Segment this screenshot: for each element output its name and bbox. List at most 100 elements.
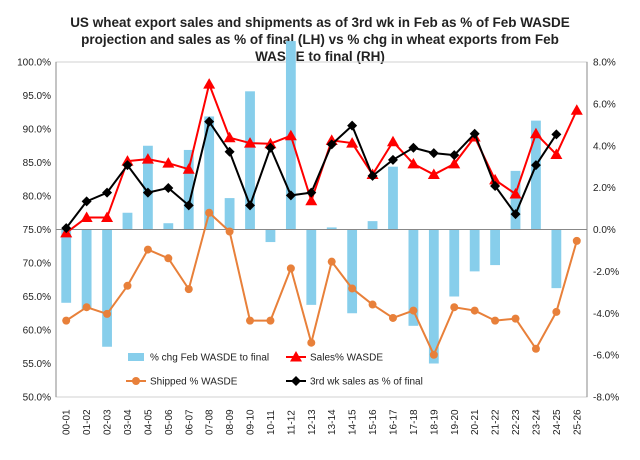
data-point	[511, 314, 520, 323]
bar	[347, 229, 358, 314]
bar	[61, 229, 72, 303]
left-tick-label: 70.0%	[23, 259, 51, 270]
data-point	[429, 350, 438, 359]
data-point	[552, 307, 561, 316]
data-point	[223, 131, 236, 143]
data-point	[489, 173, 502, 185]
bar	[449, 229, 460, 297]
data-point	[285, 190, 296, 201]
data-point	[163, 182, 174, 193]
right-tick-label: 0.0%	[593, 225, 616, 236]
legend-marker	[132, 377, 140, 385]
data-point	[551, 129, 562, 140]
series-line	[65, 120, 558, 229]
x-tick-label: 11-12	[286, 410, 297, 435]
data-point	[183, 200, 194, 211]
x-tick-label: 12-13	[307, 409, 318, 435]
data-point	[164, 254, 173, 263]
data-point	[509, 187, 522, 199]
data-point	[225, 227, 234, 236]
data-point	[102, 187, 113, 198]
data-point	[265, 142, 276, 153]
series-line	[65, 83, 578, 234]
data-point	[184, 285, 193, 294]
bar	[204, 116, 215, 230]
bar	[510, 170, 521, 230]
data-point	[367, 170, 378, 181]
x-tick-label: 04-05	[143, 409, 154, 435]
data-point	[81, 196, 92, 207]
x-tick-label: 14-15	[348, 409, 359, 435]
data-point	[407, 157, 420, 169]
x-tick-label: 10-11	[266, 410, 277, 435]
x-tick-label: 06-07	[184, 409, 195, 435]
data-point	[62, 316, 71, 325]
x-tick-label: 16-17	[388, 409, 399, 435]
x-tick-label: 25-26	[572, 409, 583, 435]
data-point	[550, 148, 563, 159]
data-point	[123, 281, 132, 290]
data-point	[530, 160, 541, 171]
data-point	[449, 150, 460, 161]
bar	[490, 229, 500, 266]
legend-marker	[291, 376, 301, 386]
data-point	[346, 137, 359, 148]
x-tick-label: 23-24	[531, 409, 542, 435]
data-point	[284, 129, 297, 141]
data-point	[408, 142, 419, 153]
data-point	[427, 168, 440, 180]
legend-label: Shipped % WASDE	[150, 377, 238, 388]
bar	[224, 198, 235, 230]
data-point	[142, 187, 153, 198]
data-point	[570, 104, 583, 115]
left-tick-label: 75.0%	[23, 225, 51, 236]
left-tick-label: 60.0%	[23, 326, 51, 337]
x-tick-label: 07-08	[205, 409, 216, 435]
x-tick-label: 19-20	[450, 409, 461, 435]
right-tick-label: -6.0%	[593, 351, 619, 362]
data-point	[103, 309, 112, 318]
data-point	[348, 284, 357, 293]
data-point	[307, 338, 316, 347]
data-point	[61, 223, 72, 234]
data-point	[387, 154, 398, 165]
data-point	[531, 344, 540, 353]
x-tick-label: 08-09	[225, 409, 236, 435]
bar	[326, 227, 337, 230]
data-point	[143, 245, 152, 254]
legend-label: % chg Feb WASDE to final	[150, 353, 269, 364]
x-tick-label: 09-10	[246, 409, 257, 435]
data-point	[327, 257, 336, 266]
data-point	[245, 200, 256, 211]
x-tick-label: 21-22	[491, 409, 502, 435]
data-point	[101, 211, 114, 222]
data-point	[491, 316, 500, 325]
left-tick-label: 95.0%	[23, 91, 51, 102]
x-tick-label: 18-19	[429, 409, 440, 435]
data-point	[305, 194, 318, 206]
bar	[367, 221, 378, 230]
data-point	[347, 120, 358, 131]
data-point	[409, 306, 418, 315]
data-point	[205, 208, 214, 217]
legend-marker	[290, 351, 302, 362]
data-point	[141, 153, 154, 164]
data-point	[572, 236, 581, 245]
data-point	[368, 300, 377, 309]
bar	[428, 229, 439, 364]
left-tick-label: 90.0%	[23, 125, 51, 136]
data-point	[326, 139, 337, 150]
x-tick-label: 03-04	[123, 409, 134, 435]
left-tick-label: 55.0%	[23, 359, 51, 370]
x-tick-label: 24-25	[552, 409, 563, 435]
x-tick-label: 13-14	[327, 409, 338, 435]
legend-swatch	[128, 353, 144, 361]
data-point	[82, 303, 91, 312]
data-point	[162, 157, 175, 168]
data-point	[122, 160, 133, 171]
data-point	[529, 127, 542, 139]
bar	[143, 145, 153, 230]
chart-title-line: projection and sales as % of final (LH) …	[81, 32, 559, 47]
data-point	[388, 313, 397, 322]
x-tick-label: 01-02	[82, 409, 93, 435]
